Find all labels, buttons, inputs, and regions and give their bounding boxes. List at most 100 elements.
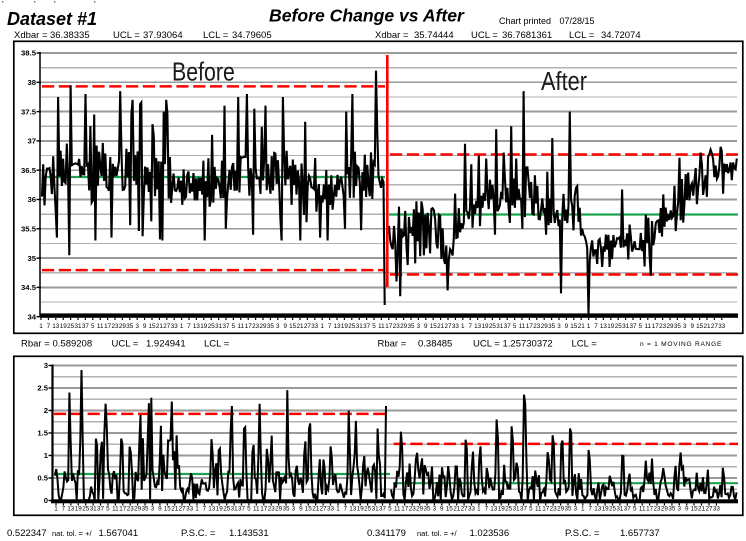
svg-text:1: 1 xyxy=(44,451,49,460)
svg-text:37: 37 xyxy=(379,506,387,513)
svg-text:1.5: 1.5 xyxy=(37,429,48,438)
svg-text:7: 7 xyxy=(468,323,472,330)
svg-text:37.5: 37.5 xyxy=(21,107,37,116)
svg-text:37: 37 xyxy=(624,506,632,513)
svg-text:5: 5 xyxy=(388,506,392,513)
svg-text:19: 19 xyxy=(498,506,506,513)
svg-text:5: 5 xyxy=(372,323,376,330)
svg-text:37: 37 xyxy=(520,506,528,513)
svg-text:37: 37 xyxy=(222,323,230,330)
svg-text:nat. tol. = +/: nat. tol. = +/ xyxy=(417,529,458,538)
svg-text:Rbar =: Rbar = xyxy=(21,339,50,350)
svg-text:29: 29 xyxy=(541,323,549,330)
svg-text:13: 13 xyxy=(490,506,498,513)
svg-text:LCL =: LCL = xyxy=(204,339,230,350)
svg-text:33: 33 xyxy=(452,323,460,330)
svg-text:7: 7 xyxy=(328,323,332,330)
svg-text:11: 11 xyxy=(378,323,385,330)
svg-text:23: 23 xyxy=(533,323,541,330)
svg-text:21: 21 xyxy=(437,323,445,330)
svg-text:29: 29 xyxy=(119,323,127,330)
svg-text:36: 36 xyxy=(27,195,36,204)
svg-text:5: 5 xyxy=(513,323,517,330)
svg-text:33: 33 xyxy=(468,506,476,513)
svg-text:17: 17 xyxy=(119,506,127,513)
svg-text:31: 31 xyxy=(90,506,98,513)
svg-text:33: 33 xyxy=(186,506,194,513)
svg-text:9: 9 xyxy=(440,506,444,513)
svg-text:37: 37 xyxy=(504,323,512,330)
svg-text:1: 1 xyxy=(336,506,340,513)
svg-text:21: 21 xyxy=(703,323,711,330)
svg-text:7: 7 xyxy=(47,323,51,330)
svg-text:29: 29 xyxy=(400,323,408,330)
svg-text:23: 23 xyxy=(659,323,667,330)
svg-text:34.5: 34.5 xyxy=(21,283,37,292)
svg-text:3: 3 xyxy=(135,323,139,330)
svg-text:Xdbar =: Xdbar = xyxy=(14,30,48,41)
svg-text:7: 7 xyxy=(485,506,489,513)
svg-text:13: 13 xyxy=(67,506,75,513)
svg-text:7: 7 xyxy=(62,506,66,513)
svg-text:19: 19 xyxy=(481,323,489,330)
svg-text:UCL =: UCL = xyxy=(113,30,140,41)
svg-text:23: 23 xyxy=(550,506,558,513)
svg-text:15: 15 xyxy=(691,506,699,513)
svg-text:1.25730372: 1.25730372 xyxy=(503,339,553,350)
svg-text:1: 1 xyxy=(54,506,58,513)
svg-text:5: 5 xyxy=(247,506,251,513)
svg-text:31: 31 xyxy=(622,323,630,330)
svg-text:1: 1 xyxy=(581,506,585,513)
svg-text:17: 17 xyxy=(652,323,660,330)
svg-text:35.74444: 35.74444 xyxy=(414,30,454,41)
svg-text:36.38335: 36.38335 xyxy=(50,30,90,41)
svg-text:0: 0 xyxy=(44,496,48,505)
svg-text:3: 3 xyxy=(292,506,296,513)
svg-text:27: 27 xyxy=(304,323,312,330)
svg-text:33: 33 xyxy=(171,323,179,330)
svg-text:19: 19 xyxy=(341,323,349,330)
svg-text:31: 31 xyxy=(372,506,380,513)
svg-text:19: 19 xyxy=(602,506,610,513)
svg-text:15: 15 xyxy=(430,323,438,330)
svg-text:Rbar =: Rbar = xyxy=(378,339,407,350)
svg-text:15: 15 xyxy=(148,323,156,330)
svg-text:3: 3 xyxy=(683,323,687,330)
svg-text:37: 37 xyxy=(238,506,246,513)
svg-text:Xdbar =: Xdbar = xyxy=(375,30,409,41)
svg-text:P.S.C. =: P.S.C. = xyxy=(565,528,600,539)
svg-text:36.5: 36.5 xyxy=(21,166,37,175)
svg-text:25: 25 xyxy=(609,506,617,513)
svg-text:21: 21 xyxy=(171,506,179,513)
svg-text:31: 31 xyxy=(231,506,239,513)
svg-text:13: 13 xyxy=(474,323,482,330)
svg-text:3: 3 xyxy=(276,323,280,330)
svg-text:19: 19 xyxy=(357,506,365,513)
svg-text:13: 13 xyxy=(594,506,602,513)
svg-text:37: 37 xyxy=(82,323,90,330)
svg-text:31: 31 xyxy=(512,506,520,513)
svg-text:21: 21 xyxy=(156,323,164,330)
svg-text:Before: Before xyxy=(172,58,235,87)
svg-text:21: 21 xyxy=(312,506,320,513)
svg-text:9: 9 xyxy=(299,506,303,513)
svg-text:31: 31 xyxy=(496,323,504,330)
svg-text:29: 29 xyxy=(416,506,424,513)
svg-text:15: 15 xyxy=(289,323,297,330)
svg-text:LCL =: LCL = xyxy=(569,30,595,41)
svg-text:3: 3 xyxy=(417,323,421,330)
svg-text:9: 9 xyxy=(158,506,162,513)
svg-text:11: 11 xyxy=(238,323,245,330)
svg-text:11: 11 xyxy=(535,506,542,513)
svg-text:23: 23 xyxy=(252,323,260,330)
svg-text:37: 37 xyxy=(363,323,371,330)
svg-text:19: 19 xyxy=(216,506,224,513)
svg-text:11: 11 xyxy=(639,506,646,513)
svg-text:27: 27 xyxy=(163,323,171,330)
svg-text:3: 3 xyxy=(574,506,578,513)
svg-text:nat. tol. = +/: nat. tol. = +/ xyxy=(52,529,93,538)
svg-text:31: 31 xyxy=(215,323,223,330)
svg-text:07/28/15: 07/28/15 xyxy=(560,16,595,26)
svg-text:25: 25 xyxy=(364,506,372,513)
svg-text:35: 35 xyxy=(126,323,134,330)
